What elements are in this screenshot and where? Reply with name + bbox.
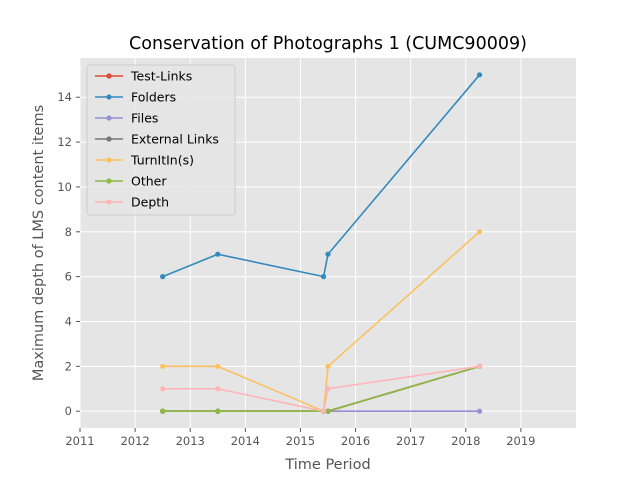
x-tick-label: 2014 [231,434,260,448]
data-point-turnitin-s [476,229,483,235]
legend-label-files: Files [131,111,158,126]
data-point-depth [215,386,221,392]
y-tick-label: 8 [65,225,72,239]
data-point-folders [160,274,166,280]
data-point-files [476,408,483,414]
y-axis-ticks: 0 2 4 6 8 10 12 14 [57,90,80,418]
legend-marker-folders [106,94,112,100]
legend-box [86,64,236,216]
series-layer [160,72,483,414]
y-tick-label: 0 [65,404,72,418]
data-point-other [325,408,331,414]
y-tick-label: 6 [65,270,72,284]
data-point-folders [320,274,327,280]
data-point-turnitin-s [215,363,221,369]
legend-marker-turnitin-s [106,157,112,163]
legend-label-turnitin-s: TurnItIn(s) [130,153,194,168]
data-point-other [160,408,166,414]
x-axis-ticks: 2011 2012 2013 2014 2015 2016 2017 2018 2019 [65,428,536,448]
legend-label-folders: Folders [131,90,176,105]
legend-marker-files [106,115,112,121]
legend-label-depth: Depth [131,195,169,210]
legend-marker-test-links [106,73,112,79]
y-tick-label: 14 [57,90,72,104]
data-point-folders [476,72,483,78]
legend-label-test-links: Test-Links [130,69,192,84]
legend-label-other: Other [131,174,167,189]
x-axis-label: Time Period [284,457,370,473]
legend-label-external-links: External Links [131,132,219,147]
x-tick-label: 2016 [341,434,370,448]
data-point-depth [320,408,327,414]
data-point-folders [325,251,331,257]
series-folders [160,72,483,280]
legend-marker-depth [106,199,112,205]
x-tick-label: 2012 [120,434,149,448]
y-tick-label: 10 [57,180,72,194]
y-tick-label: 12 [57,135,72,149]
data-point-depth [160,386,166,392]
y-axis-label: Maximum depth of LMS content items [31,105,47,381]
x-tick-label: 2019 [506,434,535,448]
series-depth [160,363,483,414]
legend-marker-external-links [106,136,112,142]
data-point-depth [476,363,483,369]
legend: Test-Links Folders Files External Links Turn… [86,64,236,216]
data-point-folders [215,251,221,257]
x-tick-label: 2017 [396,434,425,448]
x-tick-label: 2015 [286,434,315,448]
data-point-turnitin-s [160,363,166,369]
chart-title: Conservation of Photographs 1 (CUMC90009… [129,34,527,54]
data-point-turnitin-s [325,363,331,369]
x-tick-label: 2011 [65,434,94,448]
x-tick-label: 2018 [451,434,480,448]
data-point-depth [325,386,331,392]
y-tick-label: 2 [65,359,72,373]
y-tick-label: 4 [65,314,72,328]
legend-marker-other [106,178,112,184]
data-point-other [215,408,221,414]
x-tick-label: 2013 [176,434,205,448]
